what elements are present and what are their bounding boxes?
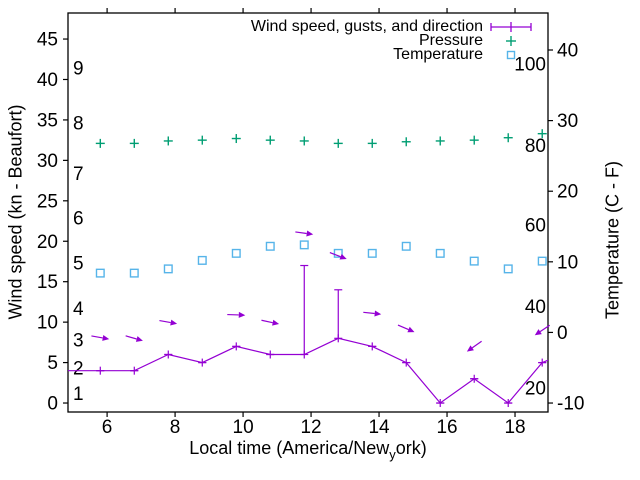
wind-series <box>68 264 549 408</box>
svg-text:15: 15 <box>37 272 58 293</box>
legend-entry-pressure: Pressure <box>0 32 534 49</box>
legend-label-wind: Wind speed, gusts, and direction <box>250 18 483 35</box>
svg-text:14: 14 <box>368 417 390 438</box>
svg-text:80: 80 <box>525 136 546 157</box>
svg-text:20: 20 <box>37 232 58 253</box>
pressure-series <box>95 129 547 148</box>
svg-text:40: 40 <box>37 70 58 91</box>
legend-entry-temperature: Temperature <box>0 46 534 63</box>
svg-text:-10: -10 <box>557 394 584 415</box>
x-axis-ticks: 6 8 10 12 14 16 18 <box>102 8 526 438</box>
svg-text:20: 20 <box>525 379 546 400</box>
y-right-axis-ticks: -10 0 10 20 30 40 <box>548 40 584 415</box>
y-left-axis-ticks: 0 5 10 15 20 25 30 35 40 45 <box>37 30 68 415</box>
svg-text:35: 35 <box>37 110 58 131</box>
svg-text:12: 12 <box>300 417 321 438</box>
pressure-plus-legend-icon <box>506 36 516 46</box>
legend-label-pressure: Pressure <box>418 32 483 49</box>
svg-text:7: 7 <box>73 164 84 185</box>
svg-text:30: 30 <box>557 111 578 132</box>
svg-text:6: 6 <box>73 208 84 229</box>
svg-text:5: 5 <box>47 353 58 374</box>
svg-text:10: 10 <box>233 417 254 438</box>
legend-entry-wind: Wind speed, gusts, and direction <box>0 18 534 35</box>
x-axis-title-subscript: y <box>389 446 396 462</box>
svg-text:16: 16 <box>436 417 457 438</box>
wind-errorbar-legend-icon <box>490 22 532 32</box>
fahrenheit-scale-labels: 20 40 60 80 100 <box>514 55 546 400</box>
svg-text:0: 0 <box>557 323 568 344</box>
svg-text:0: 0 <box>47 394 58 415</box>
svg-text:4: 4 <box>73 299 84 320</box>
svg-text:9: 9 <box>73 59 84 80</box>
svg-text:30: 30 <box>37 151 58 172</box>
svg-text:18: 18 <box>504 417 525 438</box>
svg-text:2: 2 <box>73 359 84 380</box>
plot-frame <box>67 12 549 413</box>
svg-text:10: 10 <box>37 313 58 334</box>
svg-text:40: 40 <box>525 297 546 318</box>
legend: Wind speed, gusts, and direction Pressur… <box>0 18 534 63</box>
y-axis-title-left: Wind speed (kn - Beaufort) <box>5 104 26 320</box>
x-axis-title: Local time (America/Newyork) <box>189 438 427 462</box>
svg-text:8: 8 <box>170 417 181 438</box>
beaufort-scale-labels: 1 2 3 4 5 6 7 8 9 <box>73 59 84 405</box>
y-axis-title-right: Temperature (C - F) <box>602 160 623 320</box>
svg-text:100: 100 <box>514 55 546 76</box>
x-axis-title-suffix: ork) <box>395 438 427 459</box>
svg-text:3: 3 <box>73 330 84 351</box>
svg-text:6: 6 <box>102 417 113 438</box>
svg-text:45: 45 <box>37 30 58 51</box>
temperature-square-legend-icon <box>506 50 516 60</box>
svg-text:20: 20 <box>557 182 578 203</box>
svg-text:60: 60 <box>525 216 546 237</box>
wind-direction-arrows <box>91 230 551 352</box>
legend-label-temperature: Temperature <box>393 46 483 63</box>
svg-text:40: 40 <box>557 40 578 61</box>
svg-text:8: 8 <box>73 114 84 135</box>
temperature-series <box>95 240 547 278</box>
svg-text:1: 1 <box>73 384 84 405</box>
svg-text:5: 5 <box>73 254 84 275</box>
svg-text:10: 10 <box>557 252 578 273</box>
x-axis-title-prefix: Local time (America/New <box>189 438 390 459</box>
svg-text:25: 25 <box>37 191 58 212</box>
